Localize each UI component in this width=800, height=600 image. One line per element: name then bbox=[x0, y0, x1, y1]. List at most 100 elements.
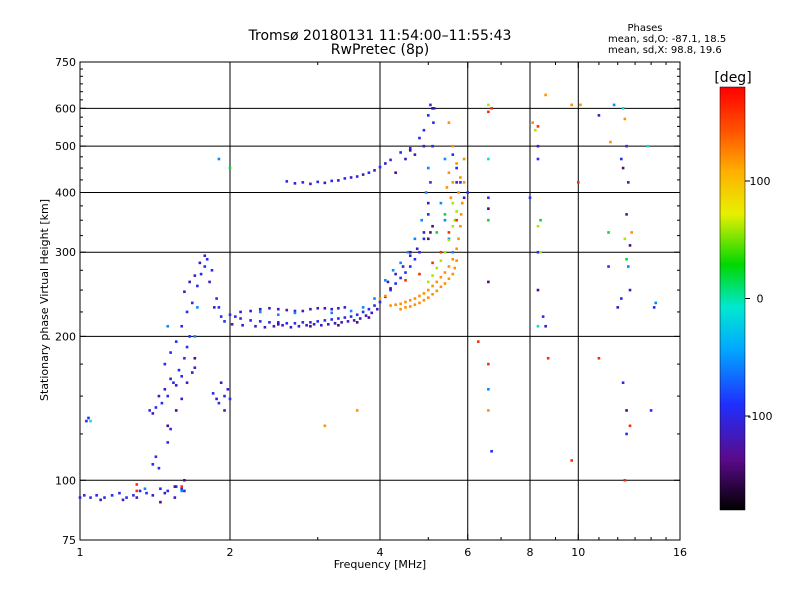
data-point bbox=[276, 321, 280, 324]
data-point bbox=[426, 213, 430, 216]
data-point bbox=[223, 409, 226, 412]
data-point bbox=[263, 325, 267, 329]
data-point bbox=[110, 494, 114, 497]
data-point bbox=[536, 250, 540, 254]
data-point bbox=[316, 180, 320, 184]
data-point bbox=[312, 322, 316, 326]
data-point bbox=[183, 290, 186, 294]
data-point bbox=[352, 319, 356, 322]
data-point bbox=[203, 254, 207, 257]
data-point bbox=[422, 292, 426, 295]
data-point bbox=[625, 409, 628, 412]
data-point bbox=[316, 320, 320, 323]
data-point bbox=[429, 103, 432, 107]
data-point bbox=[404, 271, 407, 274]
data-point bbox=[219, 381, 223, 385]
data-point bbox=[429, 181, 432, 184]
data-point bbox=[422, 237, 426, 241]
colorbar-ticks: 100 0 -100 bbox=[745, 175, 772, 423]
data-point bbox=[443, 218, 447, 222]
data-point bbox=[541, 315, 545, 318]
data-point bbox=[422, 298, 426, 302]
data-point bbox=[333, 322, 337, 325]
data-point bbox=[426, 288, 430, 292]
data-point bbox=[459, 176, 462, 179]
data-point bbox=[447, 238, 451, 242]
data-point bbox=[343, 177, 347, 180]
data-point bbox=[343, 306, 347, 309]
data-point bbox=[536, 224, 540, 228]
data-points bbox=[78, 93, 657, 504]
data-point bbox=[451, 144, 455, 148]
data-point bbox=[418, 136, 421, 140]
data-point bbox=[346, 320, 350, 323]
data-point bbox=[431, 107, 434, 110]
data-point bbox=[228, 397, 232, 401]
data-point bbox=[487, 218, 490, 222]
data-point bbox=[426, 280, 430, 284]
data-point bbox=[173, 496, 177, 499]
data-point bbox=[172, 381, 175, 385]
data-point bbox=[404, 306, 407, 309]
data-point bbox=[413, 303, 417, 306]
data-point bbox=[228, 313, 232, 317]
data-point bbox=[151, 463, 155, 466]
data-point bbox=[355, 321, 359, 324]
data-point bbox=[323, 319, 327, 322]
data-point bbox=[151, 494, 155, 497]
x-tick-label: 4 bbox=[377, 546, 384, 559]
data-point bbox=[399, 151, 402, 154]
data-point bbox=[305, 323, 308, 327]
data-point bbox=[166, 424, 170, 428]
data-point bbox=[323, 424, 327, 428]
data-point bbox=[443, 282, 447, 285]
data-point bbox=[459, 224, 462, 228]
data-point bbox=[621, 166, 625, 170]
data-point bbox=[457, 237, 460, 241]
data-point bbox=[193, 356, 197, 360]
data-point bbox=[215, 297, 218, 300]
data-point bbox=[451, 250, 455, 254]
data-point bbox=[404, 300, 407, 304]
data-point bbox=[435, 280, 439, 284]
data-point bbox=[309, 324, 312, 328]
data-point bbox=[443, 250, 447, 254]
data-point bbox=[487, 103, 490, 107]
data-point bbox=[143, 487, 147, 491]
data-point bbox=[196, 306, 199, 309]
data-point bbox=[628, 288, 632, 292]
data-point bbox=[361, 310, 365, 314]
data-point bbox=[466, 191, 470, 194]
data-point bbox=[358, 317, 362, 320]
data-point bbox=[375, 307, 379, 311]
data-point bbox=[145, 491, 148, 495]
data-point bbox=[449, 196, 453, 200]
data-point bbox=[487, 196, 490, 200]
data-point bbox=[349, 315, 353, 318]
data-point bbox=[190, 301, 194, 305]
data-point bbox=[193, 274, 197, 277]
data-point bbox=[219, 315, 223, 318]
data-point bbox=[258, 307, 262, 311]
data-point bbox=[389, 158, 392, 162]
data-point bbox=[570, 459, 573, 462]
data-point bbox=[627, 181, 630, 184]
chart-subtitle: RwPretec (8p) bbox=[331, 42, 429, 58]
data-point bbox=[272, 324, 276, 328]
data-point bbox=[426, 296, 430, 299]
phase-info-title: Phases bbox=[627, 23, 662, 34]
data-point bbox=[408, 250, 412, 254]
data-point bbox=[211, 392, 215, 395]
data-point bbox=[462, 181, 466, 184]
data-point bbox=[373, 297, 376, 300]
data-point bbox=[188, 335, 191, 338]
data-point bbox=[234, 315, 237, 318]
data-point bbox=[528, 196, 532, 200]
data-point bbox=[426, 114, 430, 117]
data-point bbox=[620, 157, 623, 161]
data-point bbox=[431, 274, 434, 277]
data-point bbox=[361, 173, 365, 176]
data-point bbox=[490, 107, 493, 110]
data-point bbox=[389, 304, 392, 307]
data-point bbox=[432, 107, 436, 110]
